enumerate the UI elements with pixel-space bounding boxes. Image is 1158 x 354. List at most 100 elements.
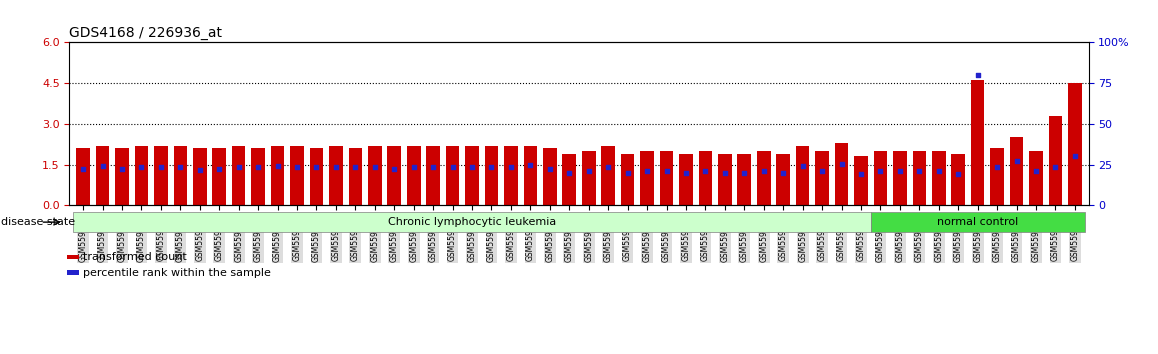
Bar — [174, 145, 188, 205]
Bar — [271, 145, 285, 205]
Text: normal control: normal control — [937, 217, 1018, 227]
Bar — [601, 145, 615, 205]
Bar — [679, 154, 692, 205]
Bar — [1010, 137, 1024, 205]
Point — [774, 170, 792, 176]
Point — [813, 168, 831, 173]
Point — [1007, 158, 1026, 164]
Point — [444, 164, 462, 170]
Point — [658, 168, 676, 173]
Bar — [855, 156, 867, 205]
Bar — [446, 145, 460, 205]
Bar — [349, 148, 362, 205]
Text: GDS4168 / 226936_at: GDS4168 / 226936_at — [69, 26, 222, 40]
Bar — [757, 151, 770, 205]
Point — [74, 166, 93, 171]
Point — [1027, 168, 1046, 173]
Point — [210, 166, 228, 171]
Bar — [718, 154, 732, 205]
Bar — [970, 80, 984, 205]
Point — [755, 168, 774, 173]
Point — [579, 168, 598, 173]
Point — [501, 164, 520, 170]
Point — [618, 170, 637, 176]
Point — [463, 164, 482, 170]
Point — [229, 164, 248, 170]
Point — [366, 164, 384, 170]
Point — [599, 164, 617, 170]
Point — [1065, 154, 1084, 159]
Text: percentile rank within the sample: percentile rank within the sample — [83, 268, 271, 278]
Bar — [893, 151, 907, 205]
Point — [132, 164, 151, 170]
Bar — [815, 151, 829, 205]
Bar — [96, 145, 109, 205]
Bar — [76, 148, 90, 205]
Point — [833, 161, 851, 167]
Bar — [660, 151, 673, 205]
Point — [930, 168, 948, 173]
Point — [676, 170, 695, 176]
Point — [94, 163, 112, 169]
Point — [521, 162, 540, 167]
Bar — [115, 148, 129, 205]
Point — [968, 72, 987, 77]
Point — [560, 170, 579, 176]
Point — [384, 166, 403, 171]
Bar — [291, 145, 303, 205]
Point — [171, 164, 190, 170]
Point — [327, 164, 345, 170]
Point — [735, 170, 754, 176]
Point — [249, 164, 267, 170]
Point — [482, 164, 500, 170]
Point — [793, 163, 812, 169]
Bar — [504, 145, 518, 205]
Bar — [1049, 116, 1062, 205]
Point — [852, 171, 871, 177]
Text: disease state: disease state — [1, 217, 75, 227]
Bar — [329, 145, 343, 205]
Bar — [1029, 151, 1043, 205]
Point — [307, 164, 325, 170]
Point — [948, 171, 967, 177]
Point — [269, 163, 287, 169]
Bar — [466, 145, 479, 205]
Bar — [523, 145, 537, 205]
Bar — [640, 151, 654, 205]
Point — [404, 164, 423, 170]
Point — [891, 168, 909, 173]
Bar — [698, 151, 712, 205]
Bar — [309, 148, 323, 205]
Bar — [932, 151, 946, 205]
Point — [1046, 164, 1064, 170]
Point — [191, 167, 210, 173]
Bar — [154, 145, 168, 205]
Point — [696, 168, 714, 173]
Bar — [388, 145, 401, 205]
Text: transformed count: transformed count — [83, 252, 188, 262]
Bar — [796, 145, 809, 205]
Bar — [835, 143, 849, 205]
Bar — [406, 145, 420, 205]
Bar — [563, 154, 576, 205]
Point — [871, 168, 889, 173]
Bar — [873, 151, 887, 205]
Point — [988, 164, 1006, 170]
Bar — [738, 154, 752, 205]
Bar — [193, 148, 206, 205]
Bar — [485, 145, 498, 205]
Bar — [232, 145, 245, 205]
Point — [424, 164, 442, 170]
Point — [541, 166, 559, 171]
Point — [910, 168, 929, 173]
Point — [346, 164, 365, 170]
Bar — [621, 154, 635, 205]
Bar — [776, 154, 790, 205]
Point — [112, 166, 131, 171]
Bar — [251, 148, 265, 205]
Bar — [913, 151, 926, 205]
Bar — [134, 145, 148, 205]
Point — [716, 170, 734, 176]
Point — [287, 164, 306, 170]
Bar — [212, 148, 226, 205]
